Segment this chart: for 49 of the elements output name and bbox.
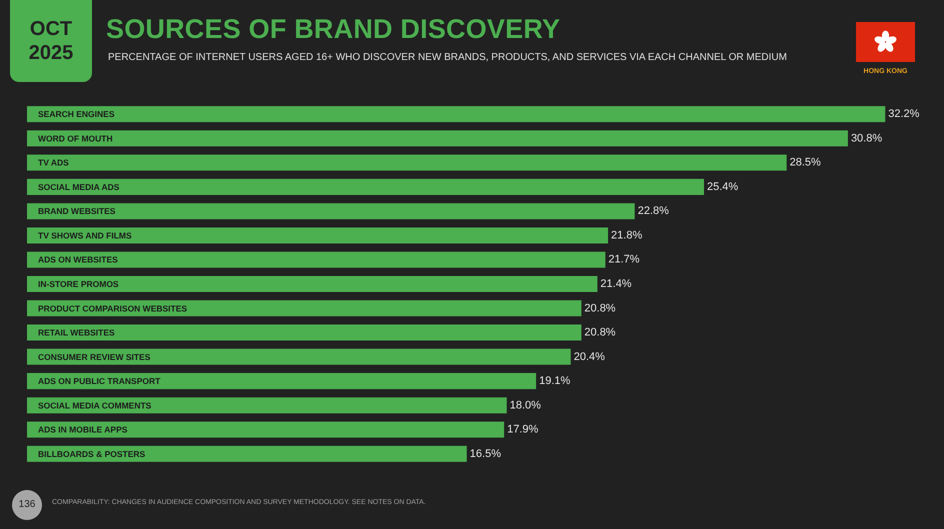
bar [27, 397, 507, 414]
y-tick-label: SOCIAL MEDIA COMMENTS [38, 400, 152, 410]
data-label: 20.8% [584, 302, 616, 314]
data-label: 19.1% [539, 375, 570, 388]
data-label: 17.9% [507, 424, 539, 436]
bar [27, 178, 704, 195]
data-label: 20.8% [584, 326, 616, 339]
bar [27, 373, 536, 390]
y-tick-label: SOCIAL MEDIA ADS [38, 182, 120, 192]
bar [27, 154, 787, 171]
data-label: 18.0% [510, 399, 542, 412]
y-tick-label: IN-STORE PROMOS [38, 278, 119, 289]
y-tick-label: SEARCH ENGINES [38, 109, 115, 120]
y-tick-label: ADS ON PUBLIC TRANSPORT [38, 376, 162, 386]
bar [27, 276, 598, 292]
data-label: 21.8% [611, 229, 642, 242]
y-tick-label: CONSUMER REVIEW SITES [38, 352, 151, 362]
chart-subtitle: PERCENTAGE OF INTERNET USERS AGED 16+ WHO DISCOVER NEW BRANDS, PRODUCTS, AND SERVICES VIA EACH CHANNEL OR MEDIUM [108, 52, 787, 63]
y-tick-label: BILLBOARDS & POSTERS [38, 448, 146, 459]
y-tick-label: WORD OF MOUTH [38, 133, 113, 144]
bar [27, 422, 504, 438]
bar [27, 106, 886, 122]
bar [27, 446, 467, 462]
bar [27, 252, 606, 268]
data-label: 25.4% [707, 180, 738, 193]
text: OCT 2025 [28, 17, 74, 65]
y-tick-label: BRAND WEBSITES [38, 206, 116, 216]
bar [27, 227, 608, 244]
y-tick-label: ADS ON WEBSITES [38, 254, 118, 265]
bar [27, 130, 848, 146]
data-label: 21.4% [600, 278, 632, 290]
bar [27, 348, 571, 365]
chart-title: SOURCES OF BRAND DISCOVERY [106, 14, 560, 45]
y-tick-label: ADS IN MOBILE APPS [38, 424, 128, 435]
data-label: 30.8% [850, 132, 882, 144]
text: 136 [18, 499, 36, 510]
y-tick-label: TV SHOWS AND FILMS [38, 230, 132, 240]
bar [27, 324, 582, 341]
data-label: 22.8% [638, 205, 670, 218]
data-label: 20.4% [574, 350, 606, 363]
data-label: 28.5% [790, 156, 822, 169]
y-tick-label: RETAIL WEBSITES [38, 328, 115, 338]
bar [27, 300, 582, 316]
data-label: 16.5% [470, 448, 502, 460]
y-tick-label: PRODUCT COMPARISON WEBSITES [38, 303, 188, 314]
y-tick-label: TV ADS [38, 158, 70, 168]
data-label: 21.7% [608, 254, 640, 266]
data-label: 32.2% [888, 108, 920, 120]
bar [27, 203, 635, 220]
